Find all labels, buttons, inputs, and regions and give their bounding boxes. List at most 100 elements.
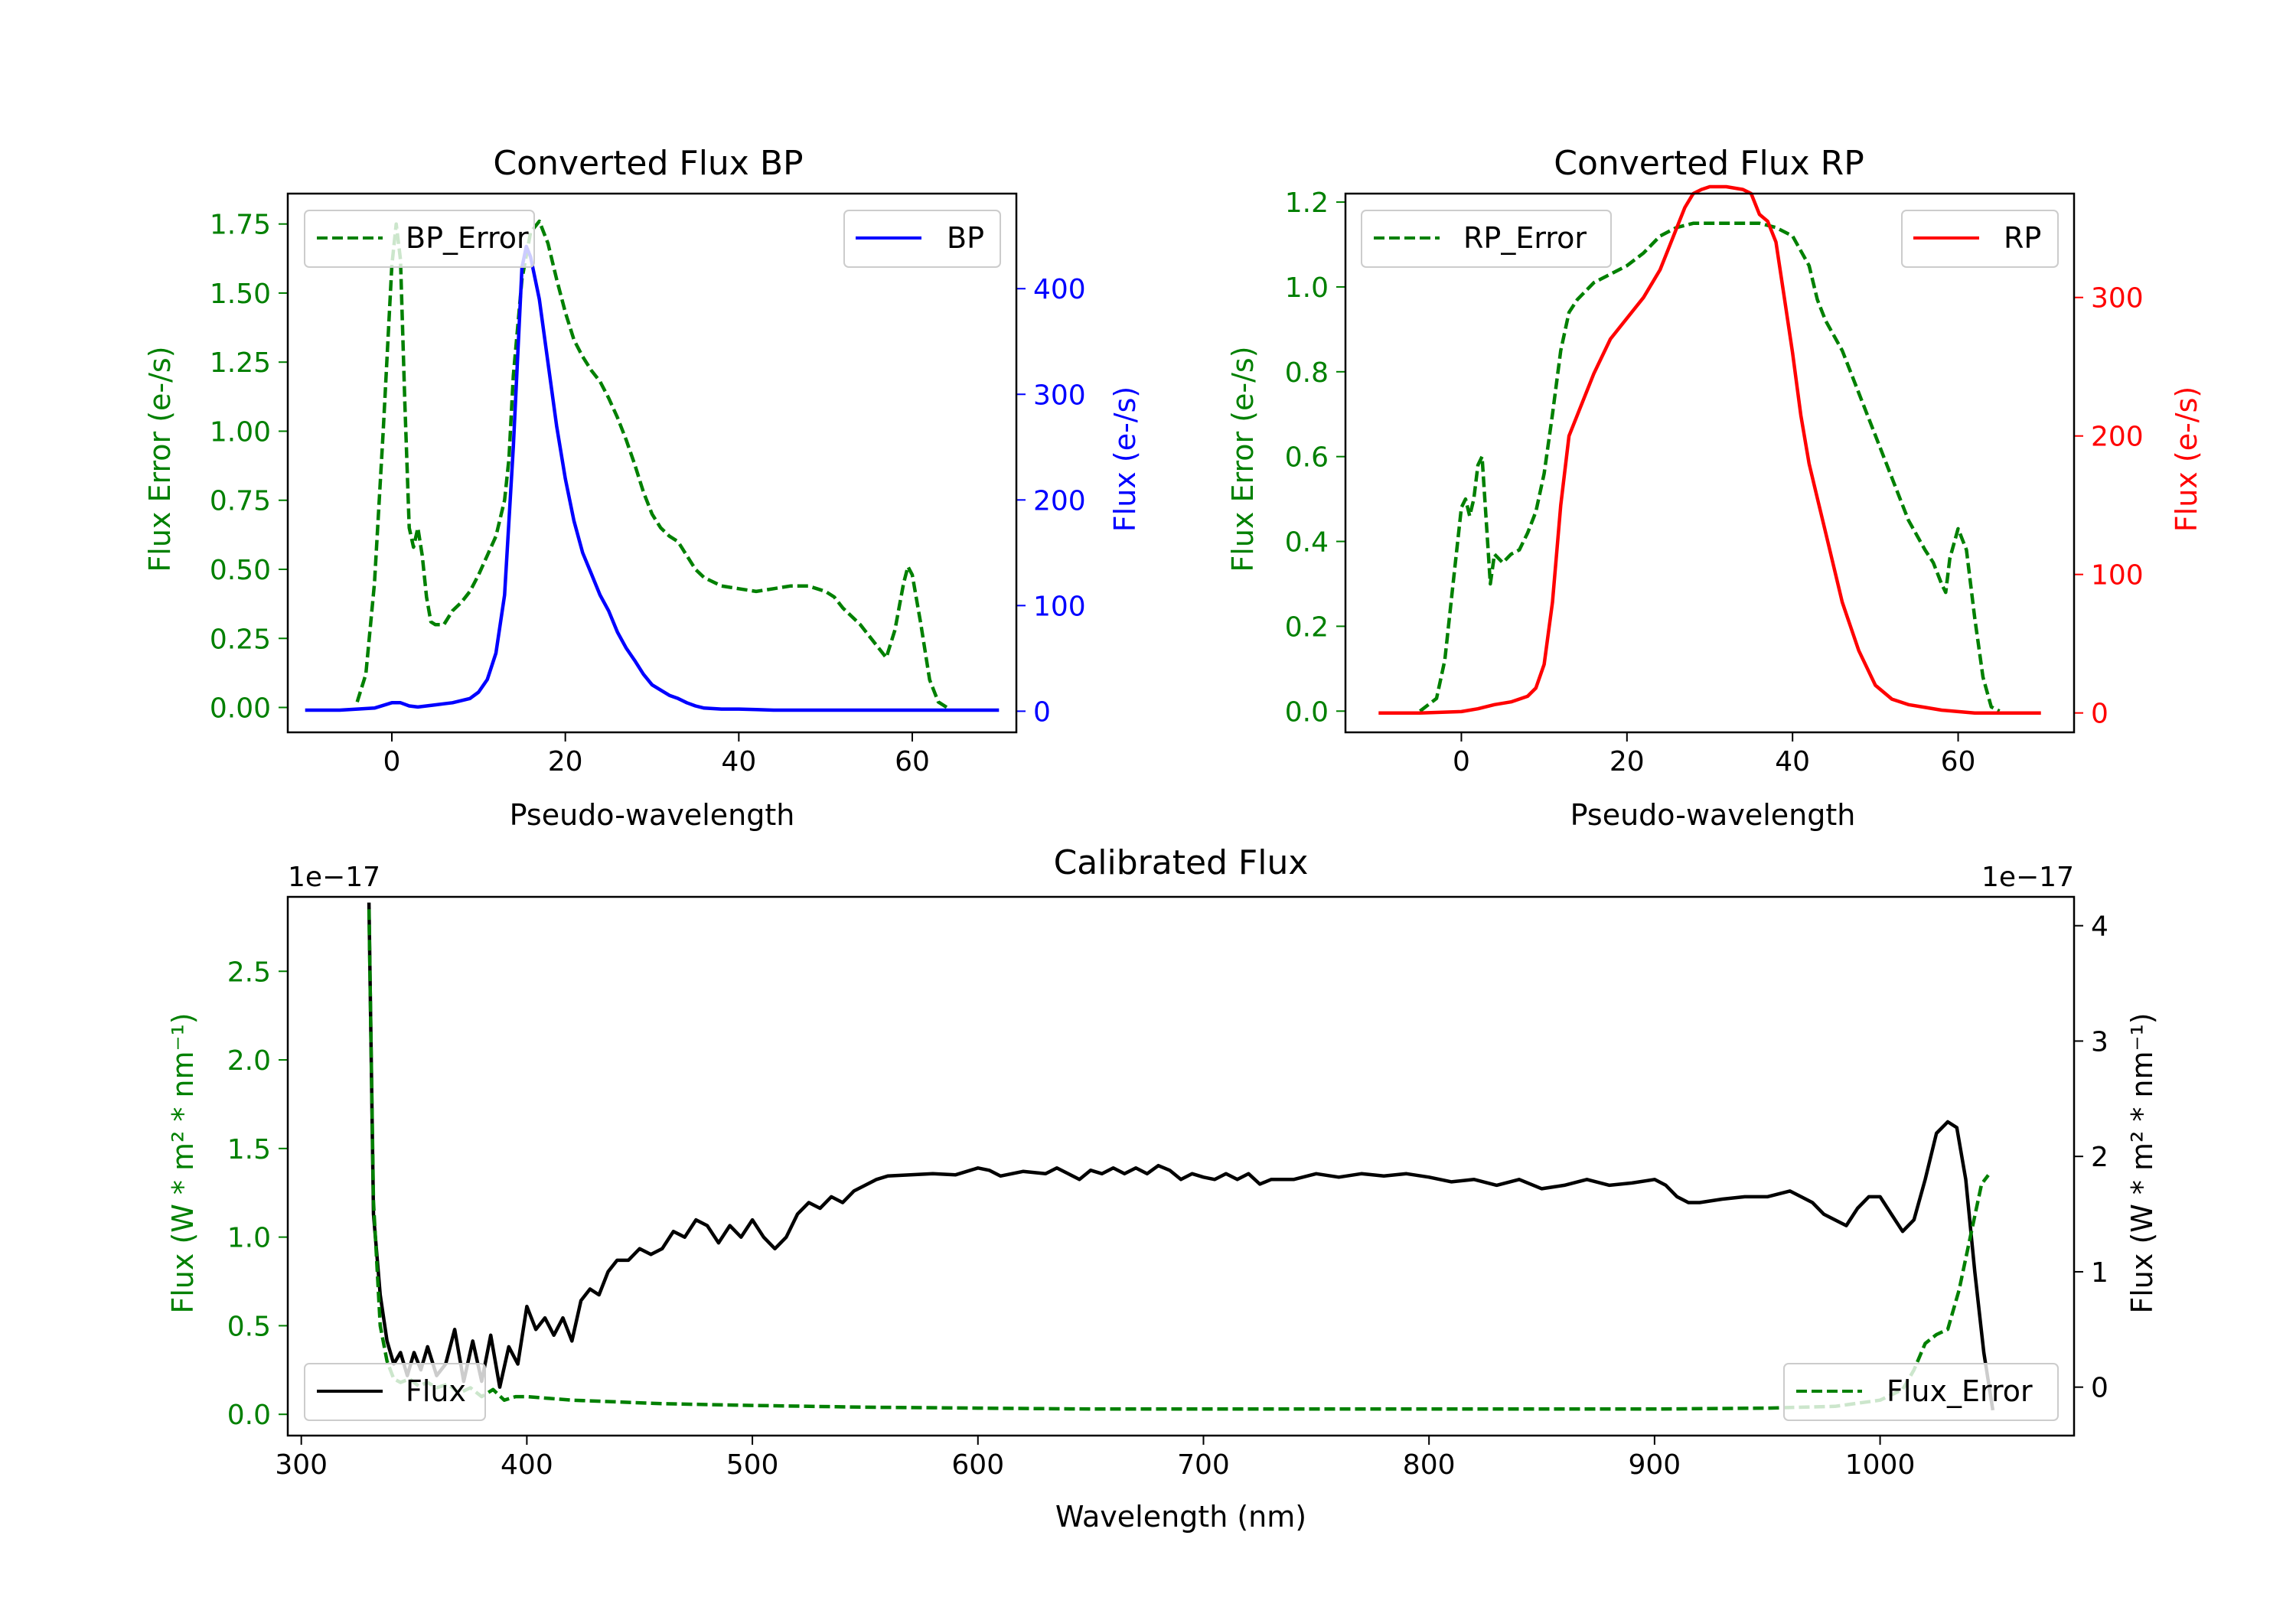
cal-x-label: Wavelength (nm) bbox=[1055, 1500, 1306, 1534]
cal-error-legend: Flux_Error bbox=[1783, 1363, 2059, 1421]
bp-left-y-tick-label: 0.25 bbox=[210, 624, 271, 655]
rp-left-y-ticks: 0.0 0.2 0.4 0.6 0.8 1.0 1.2 bbox=[1285, 187, 1345, 728]
rp-x-label: Pseudo-wavelength bbox=[1570, 798, 1856, 832]
cal-left-y-tick-label: 2.0 bbox=[227, 1045, 271, 1077]
cal-axes-frame bbox=[286, 895, 2076, 1437]
cal-left-y-ticks: 0.0 0.5 1.0 1.5 2.0 2.5 bbox=[227, 957, 288, 1431]
rp-axes-frame bbox=[1344, 192, 2076, 734]
bp-right-y-tick-label: 400 bbox=[1033, 274, 1086, 305]
cal-x-tick-label: 800 bbox=[1403, 1449, 1456, 1481]
panel-calibrated: Calibrated Flux 1e−17 1e−17 Wavelength (… bbox=[166, 843, 2159, 1534]
bp-left-y-ticks: 0.00 0.25 0.50 0.75 1.00 1.25 1.50 1.75 bbox=[210, 210, 288, 725]
cal-error-legend-label: Flux_Error bbox=[1887, 1374, 2033, 1408]
bp-left-y-tick-label: 1.25 bbox=[210, 347, 271, 379]
bp-right-y-tick-label: 300 bbox=[1033, 380, 1086, 411]
cal-error-legend-box bbox=[1783, 1363, 2059, 1421]
rp-flux-legend: RP bbox=[1901, 210, 2059, 268]
bp-flux-legend-box bbox=[843, 210, 1001, 268]
rp-x-tick-label: 0 bbox=[1453, 746, 1470, 777]
rp-plot-lines bbox=[1378, 184, 2041, 715]
bp-x-tick-label: 40 bbox=[721, 746, 756, 777]
bp-x-tick-label: 0 bbox=[383, 746, 401, 777]
cal-left-offset-label: 1e−17 bbox=[288, 862, 380, 893]
rp-right-y-tick-label: 200 bbox=[2091, 422, 2144, 453]
cal-left-y-tick-label: 0.0 bbox=[227, 1400, 271, 1431]
rp-x-tick-label: 60 bbox=[1941, 746, 1976, 777]
bp-x-label: Pseudo-wavelength bbox=[510, 798, 795, 832]
cal-left-y-tick-label: 1.5 bbox=[227, 1134, 271, 1165]
cal-left-y-label: Flux (W * m² * nm⁻¹) bbox=[166, 1012, 200, 1313]
bp-x-tick-label: 20 bbox=[548, 746, 583, 777]
panel-rp: Converted Flux RP Pseudo-wavelength Flux… bbox=[1226, 144, 2203, 832]
rp-title: Converted Flux RP bbox=[1554, 144, 1864, 183]
cal-x-tick-label: 300 bbox=[275, 1449, 328, 1481]
bp-right-y-ticks: 0 100 200 300 400 bbox=[1016, 274, 1086, 728]
bp-left-y-tick-label: 0.75 bbox=[210, 486, 271, 517]
cal-x-tick-label: 500 bbox=[726, 1449, 779, 1481]
rp-flux-legend-box bbox=[1901, 210, 2059, 268]
rp-left-y-tick-label: 1.2 bbox=[1285, 187, 1329, 219]
cal-right-y-tick-label: 2 bbox=[2091, 1142, 2108, 1173]
rp-x-ticks: 0 20 40 60 bbox=[1453, 732, 1975, 777]
bp-series-bp-error bbox=[355, 219, 948, 709]
bp-right-y-tick-label: 200 bbox=[1033, 485, 1086, 517]
rp-left-y-tick-label: 0.6 bbox=[1285, 442, 1329, 474]
bp-flux-legend-label: BP bbox=[947, 221, 984, 255]
rp-left-y-tick-label: 0.4 bbox=[1285, 527, 1329, 559]
bp-right-y-label: Flux (e-/s) bbox=[1108, 386, 1142, 532]
bp-left-y-label: Flux Error (e-/s) bbox=[143, 346, 177, 572]
rp-right-y-tick-label: 0 bbox=[2091, 699, 2108, 730]
rp-error-legend-box bbox=[1361, 210, 1612, 268]
cal-x-tick-label: 600 bbox=[951, 1449, 1004, 1481]
cal-right-y-tick-label: 1 bbox=[2091, 1257, 2108, 1289]
cal-left-y-tick-label: 1.0 bbox=[227, 1223, 271, 1254]
bp-series-bp bbox=[305, 244, 1000, 712]
bp-left-y-tick-label: 0.00 bbox=[210, 693, 271, 725]
rp-right-y-ticks: 0 100 200 300 bbox=[2074, 283, 2144, 730]
rp-left-y-tick-label: 0.0 bbox=[1285, 696, 1329, 728]
bp-left-y-tick-label: 1.50 bbox=[210, 279, 271, 310]
bp-title: Converted Flux BP bbox=[493, 144, 803, 183]
rp-right-y-tick-label: 100 bbox=[2091, 560, 2144, 592]
bp-error-legend: BP_Error bbox=[304, 210, 535, 268]
bp-left-y-tick-label: 0.50 bbox=[210, 555, 271, 586]
bp-error-legend-box bbox=[304, 210, 535, 268]
cal-right-y-tick-label: 0 bbox=[2091, 1373, 2108, 1404]
cal-right-y-tick-label: 4 bbox=[2091, 911, 2108, 943]
cal-x-tick-label: 400 bbox=[501, 1449, 553, 1481]
rp-x-tick-label: 40 bbox=[1775, 746, 1810, 777]
bp-flux-legend: BP bbox=[843, 210, 1001, 268]
cal-flux-legend-box bbox=[304, 1363, 486, 1421]
cal-x-ticks: 300 400 500 600 700 800 900 1000 bbox=[275, 1436, 1915, 1481]
cal-flux-legend: Flux bbox=[304, 1363, 486, 1421]
rp-left-y-tick-label: 1.0 bbox=[1285, 272, 1329, 304]
bp-plot-lines bbox=[305, 219, 1000, 712]
panel-bp: Converted Flux BP Pseudo-wavelength Flux… bbox=[143, 144, 1142, 832]
cal-left-y-tick-label: 2.5 bbox=[227, 957, 271, 988]
cal-x-tick-label: 700 bbox=[1177, 1449, 1230, 1481]
rp-left-y-tick-label: 0.2 bbox=[1285, 611, 1329, 643]
cal-flux-legend-label: Flux bbox=[406, 1374, 466, 1408]
cal-x-tick-label: 900 bbox=[1629, 1449, 1681, 1481]
bp-left-y-tick-label: 1.00 bbox=[210, 416, 271, 448]
cal-right-y-label: Flux (W * m² * nm⁻¹) bbox=[2125, 1012, 2159, 1313]
rp-left-y-tick-label: 0.8 bbox=[1285, 357, 1329, 389]
cal-series-flux bbox=[367, 902, 1995, 1411]
rp-flux-legend-label: RP bbox=[2004, 221, 2041, 255]
cal-x-tick-label: 1000 bbox=[1845, 1449, 1916, 1481]
cal-title: Calibrated Flux bbox=[1054, 843, 1309, 882]
bp-x-tick-label: 60 bbox=[895, 746, 930, 777]
bp-right-y-tick-label: 0 bbox=[1033, 696, 1051, 728]
rp-series-rp-error bbox=[1419, 221, 2001, 713]
bp-axes-frame bbox=[286, 192, 1018, 734]
rp-right-y-tick-label: 300 bbox=[2091, 283, 2144, 315]
rp-right-y-label: Flux (e-/s) bbox=[2170, 386, 2203, 532]
rp-series-rp bbox=[1378, 184, 2041, 715]
rp-x-tick-label: 20 bbox=[1609, 746, 1645, 777]
bp-right-y-tick-label: 100 bbox=[1033, 591, 1086, 622]
bp-error-legend-label: BP_Error bbox=[406, 221, 529, 255]
rp-error-legend: RP_Error bbox=[1361, 210, 1612, 268]
cal-right-y-tick-label: 3 bbox=[2091, 1026, 2108, 1058]
bp-x-ticks: 0 20 40 60 bbox=[383, 732, 930, 777]
